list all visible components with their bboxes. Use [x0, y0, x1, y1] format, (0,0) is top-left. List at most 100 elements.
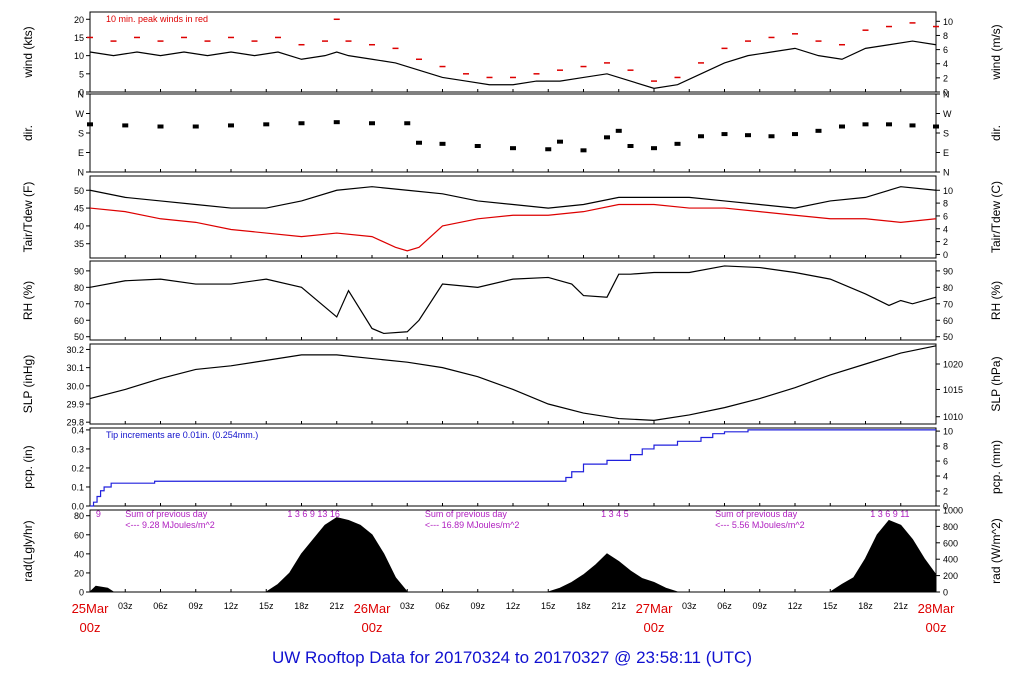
y-tick-label-left: 45 [74, 204, 84, 214]
dir-point [615, 128, 622, 133]
y-tick-label-left: 80 [74, 511, 84, 521]
y-tick-label-right: 1000 [943, 506, 963, 516]
y-axis-label-right: Tair/Tdew (C) [989, 181, 1003, 253]
dir-point [933, 124, 939, 129]
y-tick-label-right: N [943, 90, 950, 100]
dir-point [768, 134, 775, 139]
panel-frame [89, 260, 937, 341]
y-tick-label-left: 30.2 [66, 345, 84, 355]
y-tick-label-right: 800 [943, 522, 958, 532]
y-axis-label-right: RH (%) [989, 281, 1003, 320]
y-tick-label-left: 29.8 [66, 418, 84, 428]
y-tick-label-right: 2 [943, 237, 948, 247]
panel-rh: 50 60 70 80 90 50 60 70 80 90 RH (%) RH (%) [21, 260, 1003, 342]
dir-point [298, 121, 305, 126]
dir-point [862, 122, 869, 127]
y-tick-label-right: 0 [943, 88, 948, 98]
panel-annotation: Tip increments are 0.01in. (0.254mm.) [106, 430, 258, 440]
y-tick-label-right: 1010 [943, 412, 963, 422]
y-tick-label-right: 1020 [943, 360, 963, 370]
panel-temp: 35 40 45 50 0 2 4 6 8 10 Tair/Tdew (F) Tair/Tdew (C… [21, 175, 1003, 260]
dir-point [369, 121, 375, 126]
y-axis-label-left: Tair/Tdew (F) [21, 182, 35, 253]
x-tick-label: 03z [400, 601, 415, 611]
x-tick-label-date: 26Mar [354, 601, 392, 616]
series-line-tair [89, 186, 937, 209]
dir-point [745, 133, 751, 138]
x-tick-label: 03z [682, 601, 697, 611]
y-tick-label-right: 400 [943, 555, 958, 565]
dir-point [604, 135, 610, 140]
x-tick-label: 09z [752, 601, 767, 611]
dir-point [651, 146, 657, 151]
y-tick-label-right: 0 [943, 502, 948, 512]
y-tick-label-left: 30.0 [66, 381, 84, 391]
x-tick-label-date-sub: 00z [926, 620, 947, 635]
y-tick-label-left: 0.2 [71, 463, 84, 473]
panel-pcp: 0.0 0.1 0.2 0.3 0.4 0 2 4 6 8 10 pcp. (in) pcp. (mm)… [21, 425, 1003, 511]
x-tick-label: 06z [717, 601, 732, 611]
dir-point [192, 124, 199, 129]
y-tick-label-right: W [943, 109, 952, 119]
series-line-tdew [89, 203, 937, 252]
y-tick-label-left: 60 [74, 530, 84, 540]
y-tick-label-left: 40 [74, 221, 84, 231]
y-axis-label-left: wind (kts) [21, 26, 35, 78]
rad-annotation: <--- 16.89 MJoules/m^2 [425, 520, 520, 530]
dir-point [333, 120, 340, 125]
rad-annotation: Sum of previous day [425, 509, 508, 519]
y-tick-label-right: 90 [943, 266, 953, 276]
dir-point [404, 121, 411, 126]
dir-point [228, 123, 234, 128]
x-tick-label: 06z [153, 601, 168, 611]
y-tick-label-right: 10 [943, 17, 953, 27]
x-tick-label: 12z [788, 601, 803, 611]
y-axis-label-right: SLP (hPa) [989, 356, 1003, 411]
y-tick-label-left: 10 [74, 51, 84, 61]
y-tick-label-right: S [943, 129, 949, 139]
x-tick-label: 03z [118, 601, 133, 611]
y-tick-label-right: 0 [943, 250, 948, 260]
y-axis-label-left: dir. [21, 125, 35, 141]
dir-point [474, 144, 481, 148]
y-tick-label-right: 80 [943, 283, 953, 293]
y-axis-label-left: pcp. (in) [21, 445, 35, 488]
dir-point [815, 128, 822, 133]
panel-frame [89, 11, 937, 93]
rad-annotation: 1 3 4 5 [601, 509, 629, 519]
radiation-area [88, 517, 937, 593]
x-tick-label-date-sub: 00z [644, 620, 665, 635]
x-tick-label-date: 28Mar [918, 601, 956, 616]
dir-point [439, 141, 446, 146]
x-tick-label: 12z [506, 601, 521, 611]
y-tick-label-left: 40 [74, 549, 84, 559]
rad-annotation: 1 3 6 9 11 [870, 509, 909, 519]
y-tick-label-right: 60 [943, 316, 953, 326]
panel-frame [89, 93, 937, 173]
y-tick-label-left: 20 [74, 15, 84, 25]
x-tick-label: 09z [188, 601, 203, 611]
dir-point [698, 134, 704, 139]
x-tick-label: 18z [294, 601, 309, 611]
y-tick-label-right: 70 [943, 299, 953, 309]
y-tick-label-left: 5 [79, 69, 84, 79]
y-tick-label-left: 0.4 [71, 425, 84, 435]
x-tick-label: 12z [224, 601, 239, 611]
rad-annotation: 9 [96, 509, 101, 519]
x-tick-label: 21z [329, 601, 344, 611]
dir-point [721, 132, 728, 137]
y-tick-label-right: N [943, 168, 950, 178]
x-tick-label: 21z [893, 601, 908, 611]
y-tick-label-right: 2 [943, 73, 948, 83]
y-axis-label-left: SLP (inHg) [21, 355, 35, 413]
y-axis-label-right: dir. [989, 125, 1003, 141]
y-tick-label-left: 0.0 [71, 502, 84, 512]
y-tick-label-right: 8 [943, 442, 948, 452]
x-tick-label: 18z [576, 601, 591, 611]
y-tick-label-left: 0 [79, 88, 84, 98]
dir-point [580, 148, 587, 153]
dir-point [263, 122, 270, 127]
y-tick-label-left: 35 [74, 239, 84, 249]
dir-point [87, 122, 93, 127]
